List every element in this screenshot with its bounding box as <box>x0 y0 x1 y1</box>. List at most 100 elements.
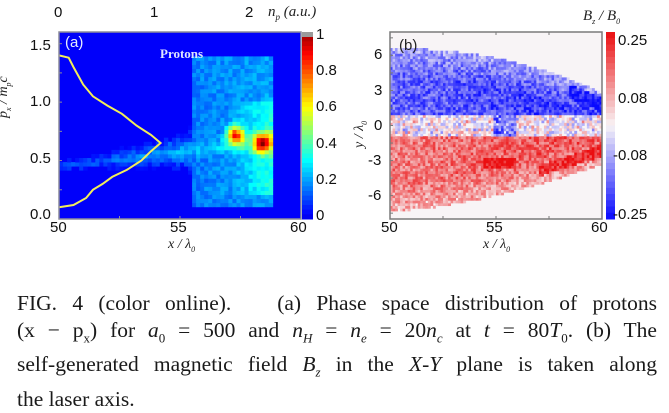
heatmap-cell <box>268 88 274 94</box>
heatmap-cell <box>256 186 262 191</box>
heatmap-cell <box>390 114 393 118</box>
heatmap-cell <box>569 101 573 105</box>
heatmap-cell <box>488 194 492 199</box>
heatmap-cell <box>440 154 444 158</box>
heatmap-cell <box>437 74 441 78</box>
heatmap-cell <box>485 104 489 108</box>
heatmap-cell <box>415 58 419 62</box>
heatmap-cell <box>475 69 479 73</box>
heatmap-cell <box>430 90 434 94</box>
heatmap-cell <box>493 90 497 94</box>
heatmap-cell <box>415 61 419 65</box>
heatmap-cell <box>244 97 249 102</box>
heatmap-cell <box>526 176 530 180</box>
heatmap-cell <box>566 128 570 132</box>
heatmap-cell <box>599 120 603 124</box>
heatmap-cell <box>526 152 530 156</box>
heatmap-cell <box>248 97 253 102</box>
heatmap-cell <box>435 176 439 180</box>
heatmap-cell <box>559 98 563 102</box>
heatmap-cell <box>256 162 262 167</box>
heatmap-cell <box>430 181 434 185</box>
heatmap-cell <box>465 138 469 142</box>
heatmap-cell <box>574 114 578 118</box>
heatmap-cell <box>437 56 441 60</box>
heatmap-cell <box>405 192 409 196</box>
heatmap-cell <box>508 72 512 76</box>
heatmap-cell <box>463 176 467 180</box>
heatmap-cell <box>264 113 270 118</box>
heatmap-cell <box>594 160 598 164</box>
heatmap-cell <box>521 64 525 68</box>
heatmap-cell <box>264 174 270 179</box>
heatmap-cell <box>541 146 545 150</box>
heatmap-cell <box>596 133 600 137</box>
heatmap-cell <box>478 141 482 145</box>
heatmap-cell <box>397 69 401 73</box>
heatmap-cell <box>455 136 459 140</box>
heatmap-cell <box>490 104 494 108</box>
heatmap-cell <box>490 61 494 65</box>
heatmap-cell <box>244 72 249 78</box>
heatmap-cell <box>200 149 205 155</box>
heatmap-cell <box>579 168 583 172</box>
heatmap-cell <box>475 53 479 57</box>
heatmap-cell <box>468 109 472 113</box>
heatmap-cell <box>506 184 510 188</box>
heatmap-cell <box>252 76 258 82</box>
heatmap-cell <box>392 128 396 132</box>
heatmap-cell <box>390 205 393 209</box>
heatmap-cell <box>470 77 474 81</box>
heatmap-cell <box>490 109 494 113</box>
heatmap-cell <box>402 64 406 68</box>
colorbar-segment <box>302 60 313 66</box>
heatmap-cell <box>453 112 457 116</box>
heatmap-cell <box>390 186 393 191</box>
heatmap-cell <box>397 56 401 60</box>
heatmap-cell <box>220 84 225 90</box>
heatmap-cell <box>405 130 409 134</box>
heatmap-cell <box>581 162 585 166</box>
heatmap-cell <box>200 141 205 147</box>
heatmap-cell <box>536 133 540 137</box>
heatmap-cell <box>458 90 462 94</box>
heatmap-cell <box>167 162 173 167</box>
heatmap-cell <box>549 176 552 180</box>
heatmap-cell <box>425 64 429 68</box>
heatmap-cell <box>427 178 431 182</box>
heatmap-cell <box>581 120 585 124</box>
heatmap-cell <box>508 176 512 180</box>
heatmap-cell <box>470 152 474 156</box>
heatmap-cell <box>427 133 431 137</box>
heatmap-cell <box>478 138 482 142</box>
heatmap-cell <box>427 72 431 76</box>
heatmap-cell <box>264 162 270 167</box>
heatmap-cell <box>252 88 258 94</box>
heatmap-cell <box>135 158 141 163</box>
heatmap-cell <box>224 113 229 118</box>
heatmap-cell <box>508 165 512 169</box>
heatmap-cell <box>264 121 270 126</box>
heatmap-cell <box>458 85 462 89</box>
heatmap-cell <box>559 128 563 132</box>
heatmap-cell <box>220 88 225 94</box>
heatmap-cell <box>475 154 479 158</box>
heatmap-cell <box>488 66 492 70</box>
heatmap-cell <box>192 101 197 106</box>
heatmap-cell <box>536 80 540 84</box>
heatmap-cell <box>224 56 229 61</box>
heatmap-cell <box>485 88 489 92</box>
heatmap-cell <box>468 165 472 169</box>
heatmap-cell <box>569 90 573 94</box>
heatmap-cell <box>470 112 474 116</box>
heatmap-cell <box>518 112 522 116</box>
heatmap-cell <box>224 109 229 114</box>
heatmap-cell <box>508 96 512 100</box>
heatmap-cell <box>465 165 469 169</box>
heatmap-cell <box>599 106 603 110</box>
heatmap-cell <box>256 170 262 175</box>
heatmap-cell <box>395 109 398 113</box>
heatmap-cell <box>212 60 217 65</box>
heatmap-cell <box>435 58 439 62</box>
heatmap-cell <box>569 152 573 156</box>
